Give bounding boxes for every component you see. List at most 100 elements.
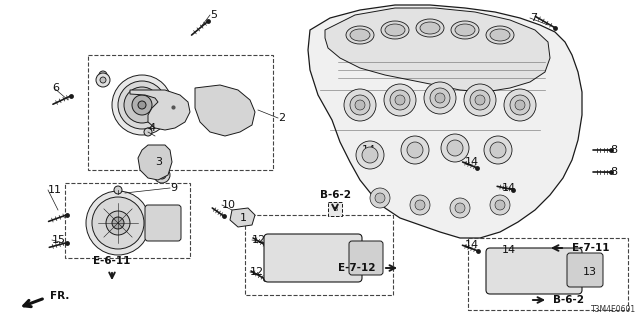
Circle shape bbox=[515, 100, 525, 110]
Text: 14: 14 bbox=[502, 183, 516, 193]
FancyBboxPatch shape bbox=[264, 234, 362, 282]
Text: 12: 12 bbox=[250, 267, 264, 277]
Bar bbox=[328, 202, 342, 216]
Circle shape bbox=[355, 100, 365, 110]
Circle shape bbox=[208, 92, 228, 112]
Text: 12: 12 bbox=[252, 235, 266, 245]
Circle shape bbox=[154, 167, 170, 183]
Text: 10: 10 bbox=[222, 200, 236, 210]
Circle shape bbox=[390, 90, 410, 110]
Circle shape bbox=[356, 141, 384, 169]
Text: E-7-12: E-7-12 bbox=[337, 263, 375, 273]
Text: 1: 1 bbox=[240, 213, 247, 223]
Circle shape bbox=[450, 198, 470, 218]
Ellipse shape bbox=[416, 19, 444, 37]
Circle shape bbox=[401, 136, 429, 164]
FancyBboxPatch shape bbox=[349, 241, 383, 275]
Circle shape bbox=[370, 188, 390, 208]
Circle shape bbox=[581, 266, 589, 274]
FancyBboxPatch shape bbox=[567, 253, 603, 287]
Circle shape bbox=[455, 203, 465, 213]
Text: 13: 13 bbox=[583, 267, 597, 277]
Polygon shape bbox=[130, 90, 190, 130]
Circle shape bbox=[158, 171, 166, 179]
Circle shape bbox=[344, 89, 376, 121]
Circle shape bbox=[138, 101, 146, 109]
Ellipse shape bbox=[350, 29, 370, 41]
Ellipse shape bbox=[451, 21, 479, 39]
Text: B-6-2: B-6-2 bbox=[319, 190, 351, 200]
Circle shape bbox=[407, 142, 423, 158]
Circle shape bbox=[464, 84, 496, 116]
Circle shape bbox=[229, 109, 241, 121]
Circle shape bbox=[510, 95, 530, 115]
Circle shape bbox=[361, 253, 371, 263]
Circle shape bbox=[106, 211, 130, 235]
Polygon shape bbox=[138, 145, 172, 180]
Circle shape bbox=[441, 134, 469, 162]
Ellipse shape bbox=[420, 22, 440, 34]
Circle shape bbox=[435, 93, 445, 103]
Text: 5: 5 bbox=[210, 10, 217, 20]
Text: 7: 7 bbox=[530, 13, 537, 23]
Text: E-7-11: E-7-11 bbox=[572, 243, 609, 253]
Circle shape bbox=[86, 191, 150, 255]
Circle shape bbox=[447, 140, 463, 156]
Circle shape bbox=[132, 95, 152, 115]
Circle shape bbox=[504, 265, 516, 277]
Circle shape bbox=[495, 200, 505, 210]
Text: 14: 14 bbox=[465, 157, 479, 167]
Ellipse shape bbox=[381, 21, 409, 39]
Circle shape bbox=[99, 71, 107, 79]
Circle shape bbox=[504, 89, 536, 121]
Polygon shape bbox=[325, 8, 550, 92]
Text: 4: 4 bbox=[148, 123, 155, 133]
Ellipse shape bbox=[455, 24, 475, 36]
Text: 9: 9 bbox=[170, 183, 177, 193]
Ellipse shape bbox=[486, 26, 514, 44]
Circle shape bbox=[375, 193, 385, 203]
Text: 3: 3 bbox=[155, 157, 162, 167]
Circle shape bbox=[430, 88, 450, 108]
Circle shape bbox=[384, 84, 416, 116]
Circle shape bbox=[475, 95, 485, 105]
Circle shape bbox=[350, 95, 370, 115]
Ellipse shape bbox=[346, 26, 374, 44]
Circle shape bbox=[410, 195, 430, 215]
Circle shape bbox=[266, 244, 294, 272]
Text: B: B bbox=[333, 206, 337, 212]
Text: T3M4E0601: T3M4E0601 bbox=[591, 305, 636, 314]
Circle shape bbox=[225, 105, 245, 125]
Ellipse shape bbox=[490, 29, 510, 41]
Text: 15: 15 bbox=[52, 235, 66, 245]
Text: 11: 11 bbox=[48, 185, 62, 195]
Polygon shape bbox=[308, 5, 582, 238]
Polygon shape bbox=[230, 208, 255, 227]
Circle shape bbox=[118, 81, 166, 129]
Text: 14: 14 bbox=[362, 145, 376, 155]
Text: B-6-2: B-6-2 bbox=[553, 295, 584, 305]
Circle shape bbox=[124, 87, 160, 123]
Circle shape bbox=[424, 82, 456, 114]
Circle shape bbox=[112, 217, 124, 229]
Circle shape bbox=[168, 102, 178, 112]
Bar bbox=[65, 183, 190, 258]
Circle shape bbox=[576, 261, 594, 279]
Text: 6: 6 bbox=[52, 83, 59, 93]
Text: 8: 8 bbox=[610, 167, 617, 177]
Circle shape bbox=[100, 77, 106, 83]
Circle shape bbox=[498, 259, 522, 283]
Polygon shape bbox=[195, 85, 255, 136]
Text: 8: 8 bbox=[610, 145, 617, 155]
Circle shape bbox=[112, 75, 172, 135]
FancyBboxPatch shape bbox=[486, 248, 582, 294]
Circle shape bbox=[212, 96, 224, 108]
Circle shape bbox=[490, 142, 506, 158]
Bar bbox=[88, 55, 273, 170]
Circle shape bbox=[362, 147, 378, 163]
Circle shape bbox=[114, 186, 122, 194]
Circle shape bbox=[484, 136, 512, 164]
Circle shape bbox=[92, 197, 144, 249]
Circle shape bbox=[96, 73, 110, 87]
FancyBboxPatch shape bbox=[145, 205, 181, 241]
